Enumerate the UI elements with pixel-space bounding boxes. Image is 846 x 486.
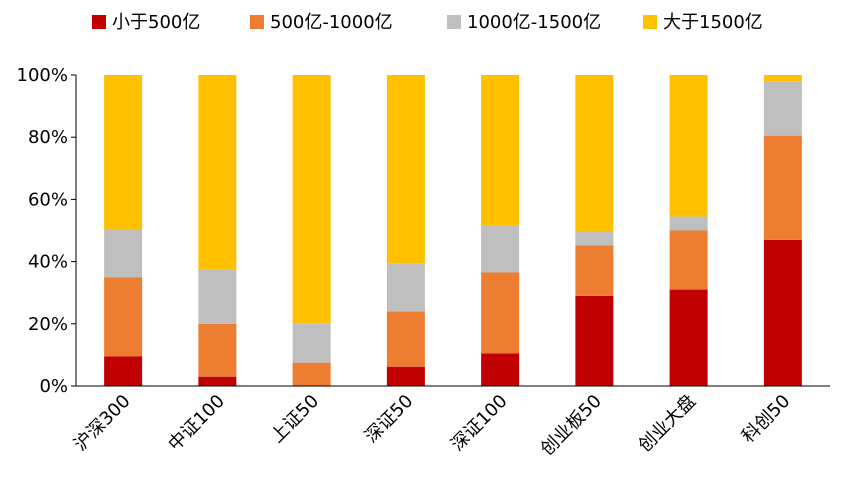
bar-segment bbox=[763, 75, 802, 82]
x-tick-label: 深证50 bbox=[361, 391, 418, 448]
legend: 小于500亿 500亿-1000亿 1000亿-1500亿 大于1500亿 bbox=[92, 12, 763, 33]
bar-segment bbox=[763, 81, 802, 136]
bar-segment bbox=[292, 323, 331, 363]
bar-segment bbox=[575, 245, 614, 296]
bar-segment bbox=[575, 75, 614, 233]
x-tick-label: 科创50 bbox=[738, 391, 795, 448]
x-axis: 沪深300 中证100 上证50 深证50 深证100 创业板50 创业大盘 科创50 bbox=[70, 385, 830, 460]
bar-segment bbox=[292, 362, 331, 386]
x-tick-label: 深证100 bbox=[447, 391, 512, 456]
y-tick-label: 40% bbox=[28, 252, 68, 273]
bar-segment bbox=[104, 277, 143, 357]
bar-segment bbox=[669, 216, 708, 231]
bar-segment bbox=[292, 75, 331, 324]
bar-segment bbox=[386, 75, 425, 264]
x-tick-label: 中证100 bbox=[164, 391, 229, 456]
legend-label: 大于1500亿 bbox=[663, 12, 763, 33]
bar-segment bbox=[104, 228, 143, 278]
bar-segment bbox=[669, 75, 708, 217]
bar-segment bbox=[198, 75, 237, 270]
bar-segment bbox=[763, 239, 802, 386]
legend-swatch bbox=[250, 15, 264, 29]
y-axis: 0% 20% 40% 60% 80% 100% bbox=[17, 65, 77, 397]
y-tick-label: 0% bbox=[39, 376, 68, 397]
x-tick-label: 沪深300 bbox=[70, 391, 135, 456]
bar-segment bbox=[386, 263, 425, 312]
bar-segment bbox=[481, 272, 520, 354]
legend-swatch bbox=[643, 15, 657, 29]
y-tick-label: 60% bbox=[28, 189, 68, 210]
legend-label: 1000亿-1500亿 bbox=[467, 12, 601, 33]
bar-segment bbox=[481, 353, 520, 386]
bar-segment bbox=[104, 75, 143, 229]
bar-segment bbox=[575, 295, 614, 386]
bar-segment bbox=[481, 75, 520, 226]
x-tick-label: 创业大盘 bbox=[634, 391, 700, 457]
y-tick-label: 100% bbox=[17, 65, 68, 86]
bar-segment bbox=[198, 269, 237, 324]
bar-segment bbox=[198, 376, 237, 386]
x-tick-label: 创业板50 bbox=[537, 391, 606, 460]
y-tick-label: 20% bbox=[28, 314, 68, 335]
x-tick-label: 上证50 bbox=[267, 391, 324, 448]
y-tick-label: 80% bbox=[28, 127, 68, 148]
bar-segment bbox=[386, 366, 425, 386]
legend-swatch bbox=[92, 15, 106, 29]
bar-segment bbox=[763, 135, 802, 240]
legend-label: 500亿-1000亿 bbox=[270, 12, 393, 33]
bar-segment bbox=[386, 311, 425, 367]
bar-segment bbox=[198, 323, 237, 377]
bar-segment bbox=[575, 232, 614, 246]
legend-swatch bbox=[447, 15, 461, 29]
legend-label: 小于500亿 bbox=[112, 12, 200, 33]
bar-segment bbox=[669, 230, 708, 290]
bar-segment bbox=[104, 356, 143, 386]
bar-segment bbox=[669, 289, 708, 386]
bar-segment bbox=[481, 225, 520, 273]
bars bbox=[104, 75, 802, 386]
